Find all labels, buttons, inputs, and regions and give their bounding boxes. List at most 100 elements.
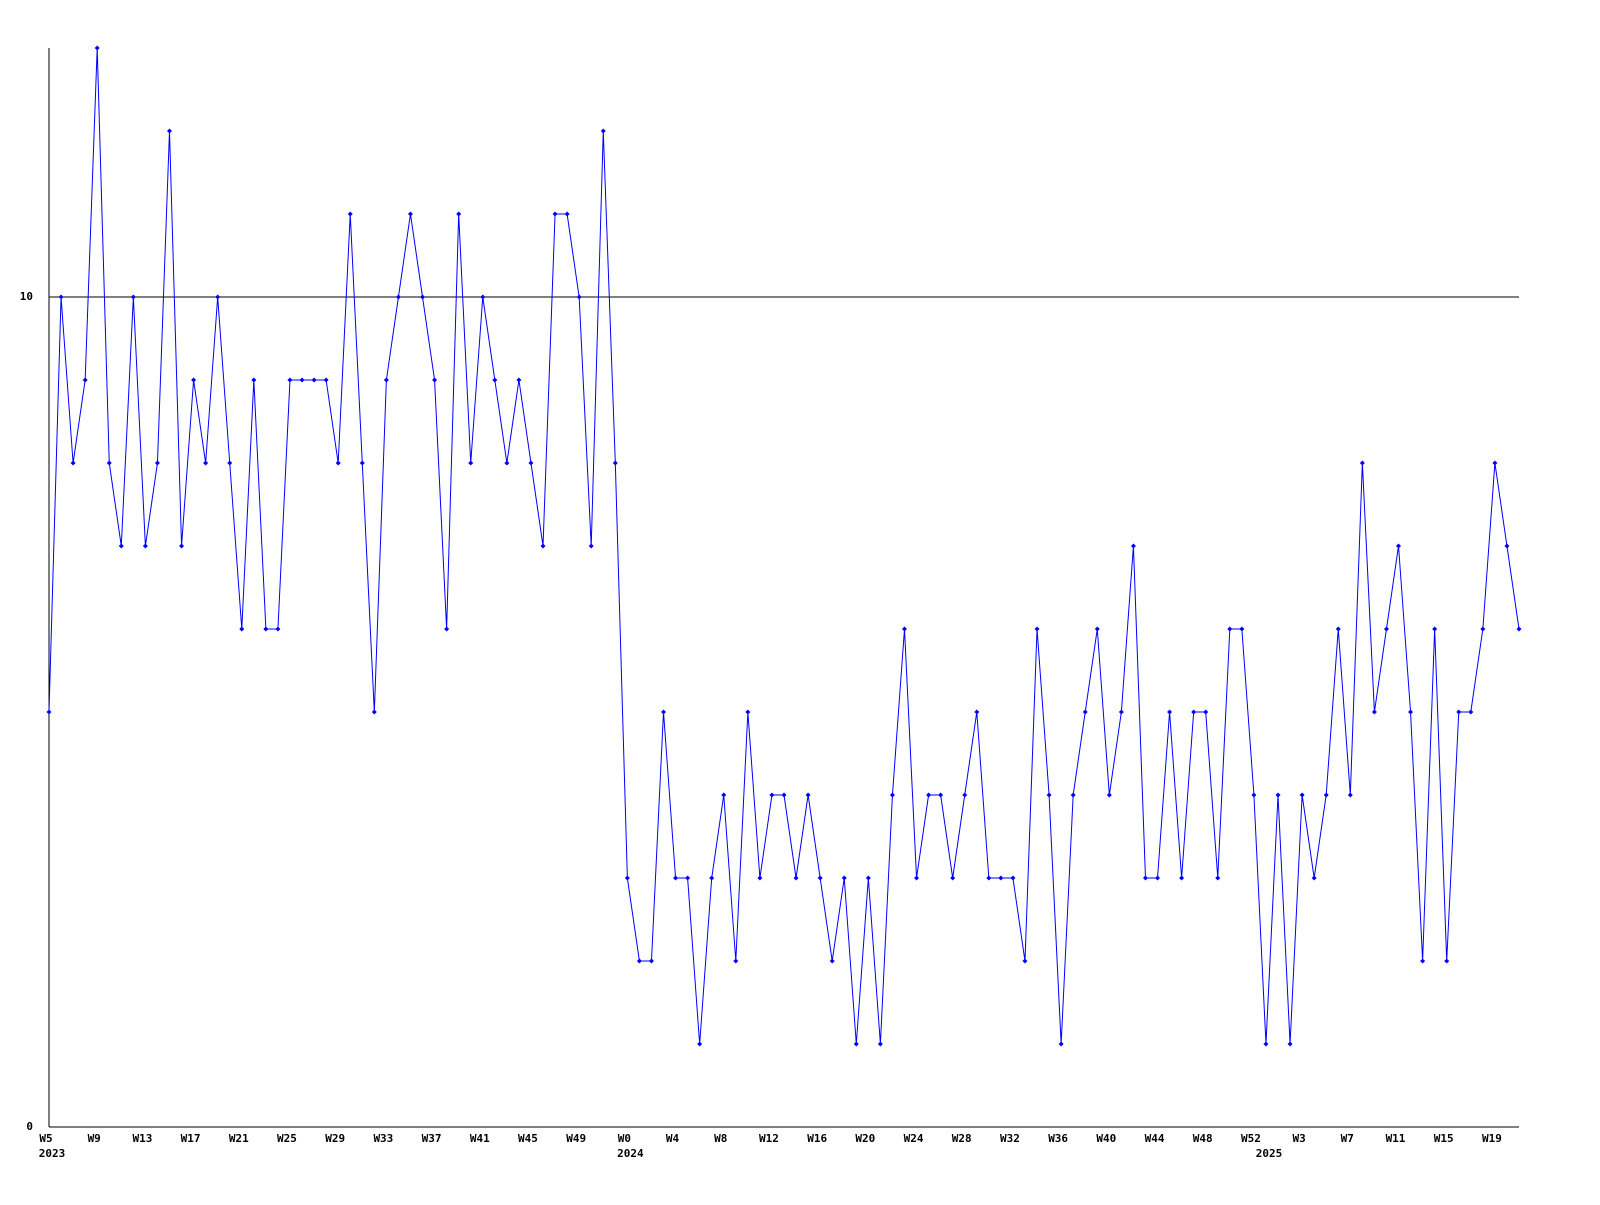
- point: [263, 626, 269, 632]
- point: [480, 294, 486, 300]
- point: [118, 543, 124, 549]
- point: [540, 543, 546, 549]
- point: [1492, 460, 1498, 466]
- point: [1094, 626, 1100, 632]
- point: [203, 460, 209, 466]
- point: [624, 875, 630, 881]
- point: [468, 460, 474, 466]
- point: [1311, 875, 1317, 881]
- x-year-label: 2024: [617, 1147, 644, 1160]
- x-tick-label: W25: [277, 1132, 297, 1145]
- point: [1203, 709, 1209, 715]
- x-tick-label: W33: [373, 1132, 393, 1145]
- point: [673, 875, 679, 881]
- x-tick-label: W17: [181, 1132, 201, 1145]
- point: [938, 792, 944, 798]
- point: [432, 377, 438, 383]
- x-tick-label: W40: [1096, 1132, 1116, 1145]
- x-tick-label: W16: [807, 1132, 827, 1145]
- point: [287, 377, 293, 383]
- point: [1070, 792, 1076, 798]
- x-tick-label: W12: [759, 1132, 779, 1145]
- x-year-label: 2023: [39, 1147, 66, 1160]
- point: [661, 709, 667, 715]
- x-tick-label: W4: [666, 1132, 680, 1145]
- point: [1227, 626, 1233, 632]
- point: [1359, 460, 1365, 466]
- point: [323, 377, 329, 383]
- point: [130, 294, 136, 300]
- point: [841, 875, 847, 881]
- point: [299, 377, 305, 383]
- point: [974, 709, 980, 715]
- point: [817, 875, 823, 881]
- point: [142, 543, 148, 549]
- point: [1408, 709, 1414, 715]
- point: [1275, 792, 1281, 798]
- point: [998, 875, 1004, 881]
- point: [1299, 792, 1305, 798]
- point: [865, 875, 871, 881]
- point: [781, 792, 787, 798]
- point: [407, 211, 413, 217]
- point: [106, 460, 112, 466]
- x-tick-label: W44: [1145, 1132, 1165, 1145]
- point: [492, 377, 498, 383]
- point: [227, 460, 233, 466]
- point: [901, 626, 907, 632]
- point: [1347, 792, 1353, 798]
- point: [685, 875, 691, 881]
- point: [1480, 626, 1486, 632]
- point: [1444, 958, 1450, 964]
- point: [154, 460, 160, 466]
- point: [359, 460, 365, 466]
- point: [576, 294, 582, 300]
- point: [721, 792, 727, 798]
- x-tick-label: W15: [1434, 1132, 1454, 1145]
- point: [709, 875, 715, 881]
- point: [1396, 543, 1402, 549]
- point: [636, 958, 642, 964]
- point: [311, 377, 317, 383]
- point: [1142, 875, 1148, 881]
- point: [962, 792, 968, 798]
- point: [1468, 709, 1474, 715]
- point: [1167, 709, 1173, 715]
- point: [383, 377, 389, 383]
- point: [1287, 1041, 1293, 1047]
- point: [1130, 543, 1136, 549]
- point: [829, 958, 835, 964]
- point: [697, 1041, 703, 1047]
- point: [1371, 709, 1377, 715]
- point: [371, 709, 377, 715]
- point: [986, 875, 992, 881]
- point: [82, 377, 88, 383]
- point: [70, 460, 76, 466]
- x-year-label: 2025: [1256, 1147, 1283, 1160]
- point: [1046, 792, 1052, 798]
- point: [1323, 792, 1329, 798]
- point: [600, 128, 606, 134]
- point: [1263, 1041, 1269, 1047]
- point: [733, 958, 739, 964]
- point: [612, 460, 618, 466]
- x-tick-label: W52: [1241, 1132, 1261, 1145]
- x-tick-label: W37: [422, 1132, 442, 1145]
- point: [1456, 709, 1462, 715]
- point: [1118, 709, 1124, 715]
- y-tick-label: 10: [20, 290, 33, 303]
- x-tick-label: W5: [39, 1132, 52, 1145]
- point: [166, 128, 172, 134]
- point: [914, 875, 920, 881]
- point: [420, 294, 426, 300]
- point: [395, 294, 401, 300]
- point: [251, 377, 257, 383]
- point: [1432, 626, 1438, 632]
- point: [516, 377, 522, 383]
- x-tick-label: W41: [470, 1132, 490, 1145]
- x-tick-label: W8: [714, 1132, 727, 1145]
- point: [552, 211, 558, 217]
- point: [648, 958, 654, 964]
- point: [1058, 1041, 1064, 1047]
- x-tick-label: W36: [1048, 1132, 1068, 1145]
